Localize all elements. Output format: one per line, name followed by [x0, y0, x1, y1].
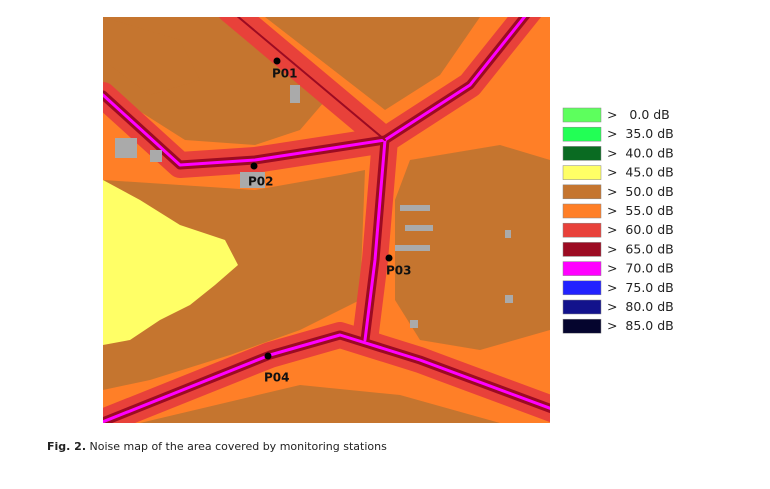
noise-map [103, 17, 550, 423]
legend-label: > 85.0 dB [607, 318, 674, 333]
legend-swatch [562, 184, 602, 200]
legend-swatch [562, 165, 602, 180]
station-label: P03 [386, 264, 412, 278]
legend-label: > 35.0 dB [607, 126, 674, 141]
station-dot [385, 254, 393, 262]
legend-swatch [562, 261, 602, 276]
station-label: P04 [264, 371, 290, 385]
legend-label: > 50.0 dB [607, 184, 674, 199]
legend-label: > 45.0 dB [607, 165, 674, 180]
legend: > 0.0 dB > 35.0 dB > 40.0 dB > 45.0 dB > 50.… [562, 107, 674, 334]
legend-label: > 60.0 dB [607, 222, 674, 237]
legend-label: > 40.0 dB [607, 145, 674, 160]
legend-swatch [562, 146, 602, 161]
legend-swatch [562, 107, 602, 123]
stations: P01 P02 P03 P04 [248, 57, 412, 385]
legend-swatch [562, 299, 602, 315]
caption-text: Noise map of the area covered by monitor… [90, 440, 388, 453]
station-label: P02 [248, 175, 274, 189]
station-dot [273, 57, 281, 65]
legend-label: > 80.0 dB [607, 299, 674, 314]
legend-swatch [562, 318, 602, 334]
legend-swatch [562, 242, 602, 257]
legend-swatch [562, 203, 602, 219]
legend-swatch [562, 280, 602, 296]
legend-swatch [562, 126, 602, 142]
legend-label: > 65.0 dB [607, 241, 674, 256]
station-label: P01 [272, 67, 298, 81]
legend-label: > 55.0 dB [607, 203, 674, 218]
caption-label: Fig. 2. [47, 440, 86, 453]
station-dot [264, 352, 272, 360]
legend-label: > 0.0 dB [607, 107, 670, 122]
caption: Fig. 2. Noise map of the area covered by… [47, 440, 387, 453]
legend-label: > 75.0 dB [607, 280, 674, 295]
legend-swatch [562, 222, 602, 238]
station-dot [250, 162, 258, 170]
legend-label: > 70.0 dB [607, 261, 674, 276]
